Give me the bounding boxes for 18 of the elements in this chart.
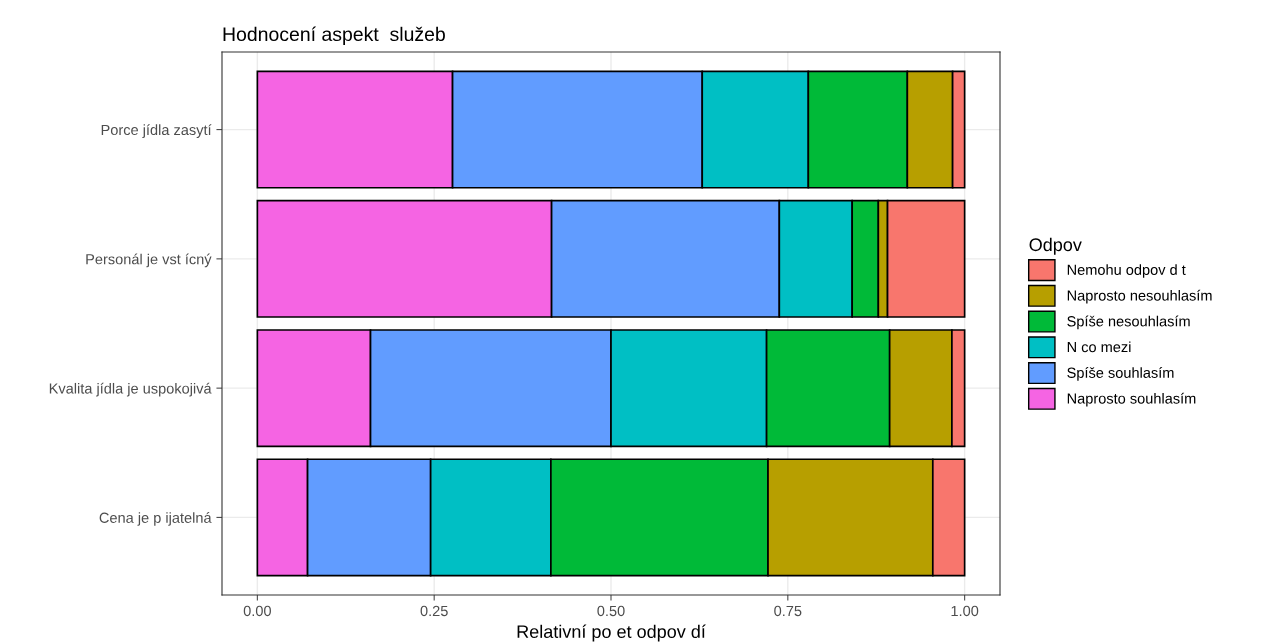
x-tick-label: 0.75 (774, 605, 802, 617)
legend-label: N co mezi (1067, 341, 1131, 353)
legend-label: Nemohu odpov d t (1067, 264, 1186, 278)
legend-title: Odpov (1029, 237, 1082, 255)
x-tick-label: 1.00 (951, 605, 979, 617)
x-tick-label: 0.25 (420, 605, 448, 617)
legend-label: Spíše souhlasím (1067, 367, 1174, 381)
y-tick-label: Porce jídla zasytí (101, 124, 212, 138)
x-axis-title: Relativní po et odpov dí (517, 624, 706, 642)
x-tick-label: 0.00 (243, 605, 271, 617)
chart-title: Hodnocení aspekt služeb (223, 26, 445, 45)
y-tick-label: Personál je vst ícný (86, 253, 212, 268)
legend-label: Naprosto nesouhlasím (1067, 289, 1212, 304)
y-tick-label: Cena je p ijatelná (99, 512, 212, 526)
x-tick-label: 0.50 (597, 605, 625, 617)
y-tick-label: Kvalita jídla je uspokojivá (49, 382, 212, 397)
legend-label: Spíše nesouhlasím (1067, 315, 1190, 330)
legend-label: Naprosto souhlasím (1067, 392, 1196, 407)
